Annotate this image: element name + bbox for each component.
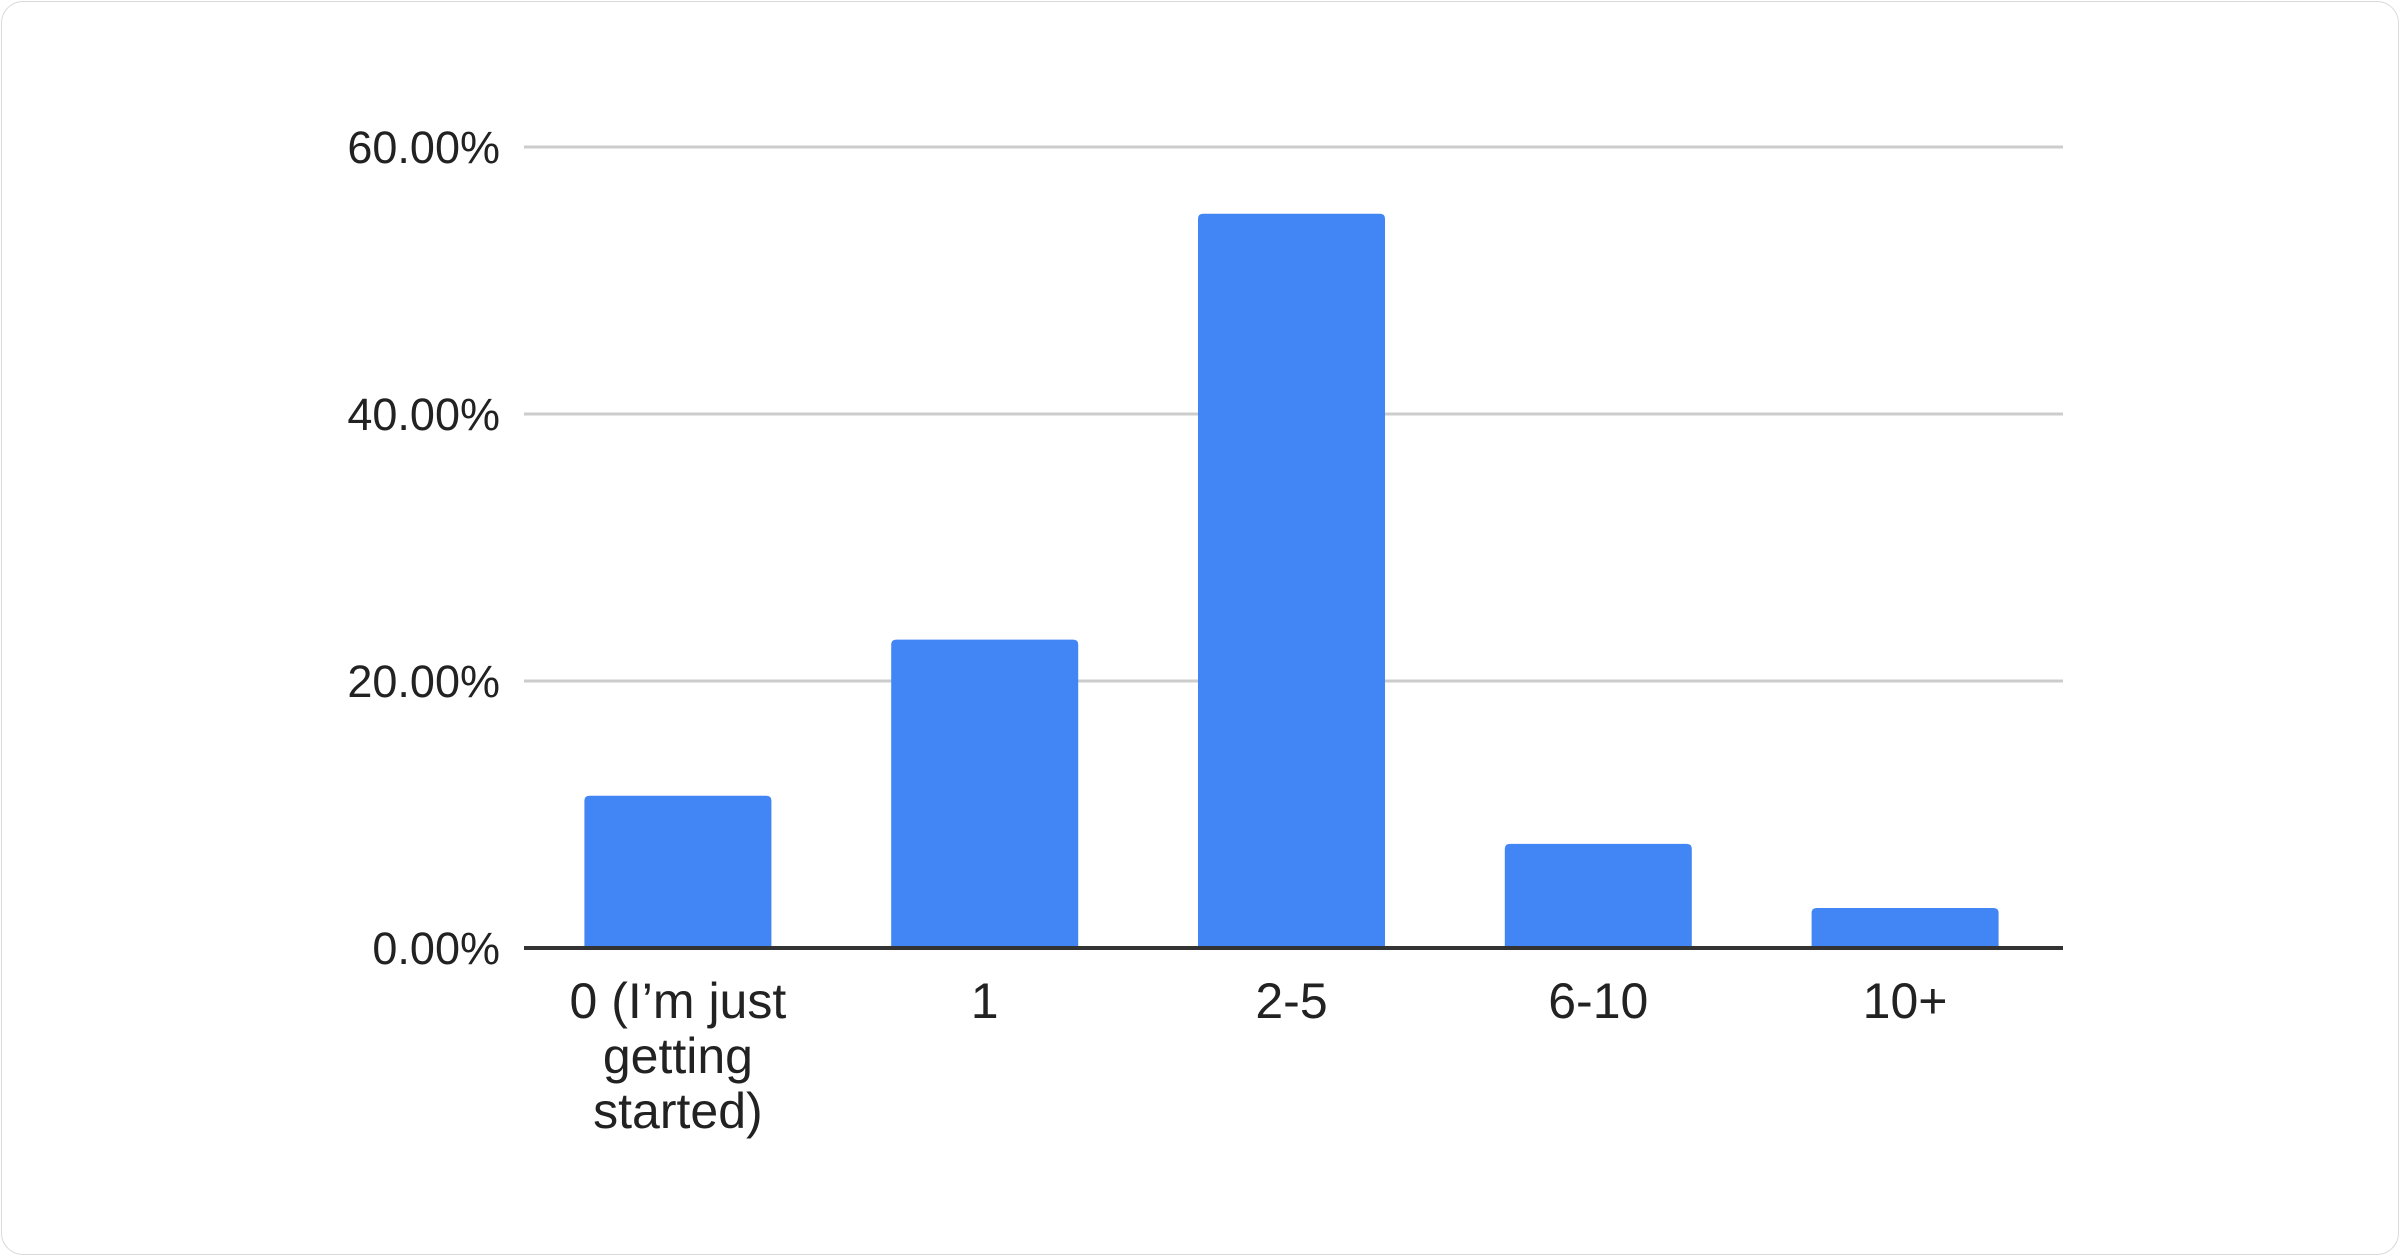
y-tick-label: 60.00% [347, 122, 500, 173]
bar-2-5 [1198, 213, 1385, 948]
x-tick-label: 1 [971, 973, 999, 1029]
x-tick-label: 6-10 [1548, 973, 1648, 1029]
bar-1 [891, 639, 1079, 948]
y-tick-label: 40.00% [347, 389, 500, 440]
x-tick-label: 10+ [1863, 973, 1948, 1029]
bar-10- [1811, 907, 1999, 948]
x-tick-label: started) [593, 1083, 763, 1139]
x-tick-label: 0 (I’m just [570, 973, 787, 1029]
x-tick-label: 2-5 [1255, 973, 1327, 1029]
x-tick-label: getting [603, 1028, 753, 1084]
y-tick-label: 0.00% [372, 923, 500, 974]
y-tick-label: 20.00% [347, 656, 500, 707]
bar-6-10 [1504, 843, 1692, 948]
bar-0-i-m-just-getting-started- [584, 795, 772, 948]
